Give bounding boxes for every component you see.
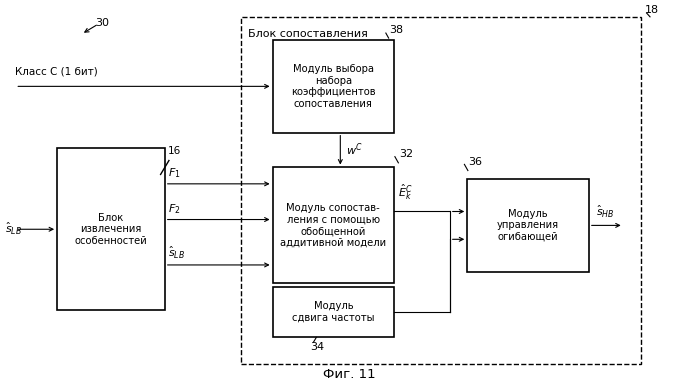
Text: $w^C$: $w^C$ xyxy=(346,142,363,158)
Bar xyxy=(272,167,394,283)
Text: 34: 34 xyxy=(311,342,325,352)
Text: $\hat{s}_{LB}$: $\hat{s}_{LB}$ xyxy=(168,245,186,261)
Text: Модуль сопостав-
ления с помощью
обобщенной
аддитивной модели: Модуль сопостав- ления с помощью обобщен… xyxy=(281,203,387,248)
Text: $\hat{E}_k^C$: $\hat{E}_k^C$ xyxy=(398,182,413,202)
Text: $\hat{s}_{HB}$: $\hat{s}_{HB}$ xyxy=(596,203,614,220)
Bar xyxy=(272,40,394,133)
Text: 30: 30 xyxy=(95,18,109,28)
Text: 38: 38 xyxy=(389,25,403,35)
Text: Модуль
сдвига частоты: Модуль сдвига частоты xyxy=(292,301,375,323)
Text: $\hat{s}_{LB}$: $\hat{s}_{LB}$ xyxy=(5,221,22,237)
Text: Фиг. 11: Фиг. 11 xyxy=(322,368,376,380)
Text: $F_1$: $F_1$ xyxy=(168,166,181,180)
Text: 16: 16 xyxy=(168,146,181,156)
Text: 18: 18 xyxy=(644,5,658,15)
Text: Модуль
управления
огибающей: Модуль управления огибающей xyxy=(497,209,559,242)
Bar xyxy=(272,287,394,337)
Text: Модуль выбора
набора
коэффициентов
сопоставления: Модуль выбора набора коэффициентов сопос… xyxy=(291,64,376,109)
Text: $F_2$: $F_2$ xyxy=(168,202,181,216)
Text: 32: 32 xyxy=(399,149,413,159)
Text: Блок
извлечения
особенностей: Блок извлечения особенностей xyxy=(75,213,147,246)
Bar xyxy=(242,17,641,364)
Text: Блок сопоставления: Блок сопоставления xyxy=(248,29,368,39)
Bar xyxy=(57,148,165,310)
Text: Класс С (1 бит): Класс С (1 бит) xyxy=(15,67,98,77)
Text: 36: 36 xyxy=(468,157,482,166)
Bar xyxy=(467,179,589,272)
